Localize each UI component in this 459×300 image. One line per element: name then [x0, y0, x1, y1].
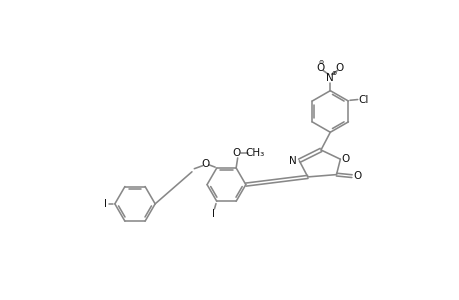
Text: O: O [202, 159, 210, 169]
Text: Cl: Cl [357, 94, 368, 104]
Text: N: N [289, 156, 297, 166]
Text: I: I [104, 199, 107, 209]
Text: ⊖: ⊖ [318, 60, 323, 65]
Text: O: O [316, 63, 325, 73]
Text: O: O [335, 63, 343, 73]
Text: O: O [353, 171, 361, 181]
Text: I: I [212, 208, 215, 219]
Text: N: N [326, 73, 333, 82]
Text: O: O [232, 148, 241, 158]
Text: ⊕: ⊕ [331, 71, 336, 76]
Text: CH₃: CH₃ [245, 148, 264, 158]
Text: O: O [341, 154, 349, 164]
